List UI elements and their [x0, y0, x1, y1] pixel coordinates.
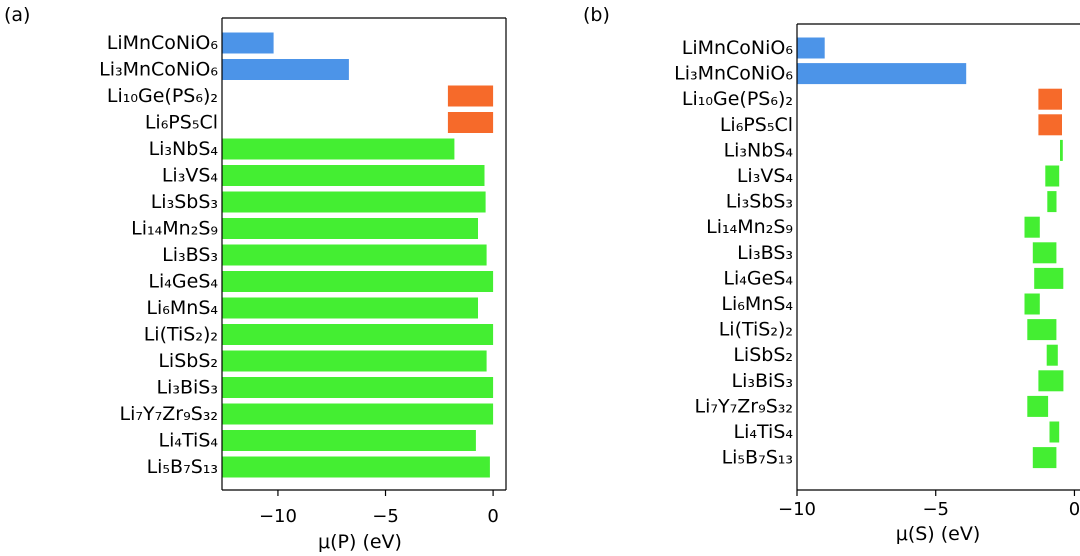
category-label-b-3: Li₆PS₅Cl: [720, 114, 793, 136]
bar-b-2: [1038, 88, 1062, 110]
bar-a-15: [222, 430, 476, 451]
bar-b-7: [1024, 216, 1040, 238]
x-tick-label-b-1: −5: [922, 499, 949, 520]
category-label-a-4: Li₃NbS₄: [149, 138, 219, 160]
category-label-a-15: Li₄TiS₄: [159, 430, 219, 452]
panel-a: (a) LiMnCoNiO₆ Li₃MnCoNiO₆ Li₁₀Ge(PS₆)₂ Li₆P…: [4, 4, 507, 553]
category-label-a-13: Li₃BiS₃: [157, 377, 218, 399]
category-label-a-1: Li₃MnCoNiO₆: [99, 59, 218, 81]
bar-b-0: [797, 37, 825, 59]
bar-b-15: [1049, 421, 1060, 443]
bar-a-9: [222, 271, 494, 292]
x-tick-label-a-1: −5: [372, 506, 399, 527]
bar-a-10: [222, 297, 478, 319]
bar-a-2: [447, 85, 494, 107]
bar-b-3: [1038, 114, 1062, 136]
category-label-a-7: Li₁₄Mn₂S₉: [131, 218, 218, 240]
category-label-a-0: LiMnCoNiO₆: [107, 32, 218, 54]
bar-b-12: [1046, 344, 1058, 366]
bar-b-5: [1045, 165, 1060, 187]
category-label-b-12: LiSbS₂: [733, 344, 793, 366]
category-label-b-1: Li₃MnCoNiO₆: [674, 63, 793, 85]
bar-b-16: [1032, 447, 1057, 469]
x-tick-label-a-0: −10: [259, 506, 297, 527]
category-label-a-8: Li₃BS₃: [162, 244, 218, 266]
bar-a-0: [222, 32, 274, 54]
category-label-b-2: Li₁₀Ge(PS₆)₂: [682, 88, 793, 110]
category-label-b-14: Li₇Y₇Zr₉S₃₂: [695, 395, 793, 417]
bar-a-16: [222, 456, 490, 478]
category-label-b-11: Li(TiS₂)₂: [719, 319, 793, 341]
panel-b: (b) LiMnCoNiO₆ Li₃MnCoNiO₆ Li₁₀Ge(PS₆)₂ Li₆P…: [583, 4, 1080, 545]
bar-b-8: [1032, 242, 1057, 264]
bar-b-9: [1034, 267, 1064, 289]
bar-a-11: [222, 324, 494, 345]
bar-b-14: [1027, 395, 1049, 417]
bar-b-10: [1024, 293, 1040, 315]
category-label-a-16: Li₅B₇S₁₃: [147, 456, 218, 478]
x-axis-label-b: μ(S) (eV): [896, 523, 981, 545]
category-label-b-15: Li₄TiS₄: [734, 421, 794, 443]
bar-a-12: [222, 350, 487, 372]
bar-a-5: [222, 165, 485, 186]
category-label-a-14: Li₇Y₇Zr₉S₃₂: [120, 403, 218, 425]
bar-a-7: [222, 218, 478, 239]
category-label-a-2: Li₁₀Ge(PS₆)₂: [107, 85, 218, 107]
category-label-b-9: Li₄GeS₄: [723, 267, 793, 289]
category-label-b-16: Li₅B₇S₁₃: [722, 447, 793, 469]
bar-b-4: [1060, 139, 1063, 161]
category-label-a-5: Li₃VS₄: [162, 165, 219, 187]
bar-b-11: [1027, 319, 1057, 341]
bar-a-3: [447, 112, 494, 133]
bar-a-8: [222, 244, 487, 266]
category-label-b-7: Li₁₄Mn₂S₉: [706, 216, 793, 238]
bar-a-13: [222, 377, 494, 398]
category-label-b-13: Li₃BiS₃: [732, 370, 793, 392]
category-label-b-0: LiMnCoNiO₆: [682, 37, 793, 59]
bar-a-14: [222, 403, 494, 425]
bar-a-1: [222, 59, 349, 80]
category-label-a-11: Li(TiS₂)₂: [144, 324, 218, 346]
category-label-a-9: Li₄GeS₄: [148, 271, 218, 293]
category-label-b-5: Li₃VS₄: [737, 165, 794, 187]
panel-label-a: (a): [4, 4, 30, 26]
x-tick-label-b-0: −10: [778, 499, 816, 520]
category-label-b-8: Li₃BS₃: [737, 242, 793, 264]
x-tick-label-b-2: 0: [1069, 499, 1080, 520]
category-label-a-12: LiSbS₂: [158, 350, 218, 372]
category-label-b-4: Li₃NbS₄: [724, 139, 794, 161]
category-label-b-6: Li₃SbS₃: [726, 191, 793, 213]
bar-a-6: [222, 191, 486, 213]
panel-label-b: (b): [583, 4, 610, 26]
bar-b-1: [797, 63, 967, 85]
category-label-a-6: Li₃SbS₃: [151, 191, 218, 213]
bar-a-4: [222, 138, 455, 160]
bar-b-6: [1047, 191, 1057, 213]
category-label-a-3: Li₆PS₅Cl: [145, 112, 218, 134]
x-tick-label-a-2: 0: [487, 506, 498, 527]
bar-b-13: [1038, 370, 1064, 392]
category-label-b-10: Li₆MnS₄: [721, 293, 793, 315]
x-axis-label-a: μ(P) (eV): [318, 531, 402, 553]
category-label-a-10: Li₆MnS₄: [146, 297, 218, 319]
